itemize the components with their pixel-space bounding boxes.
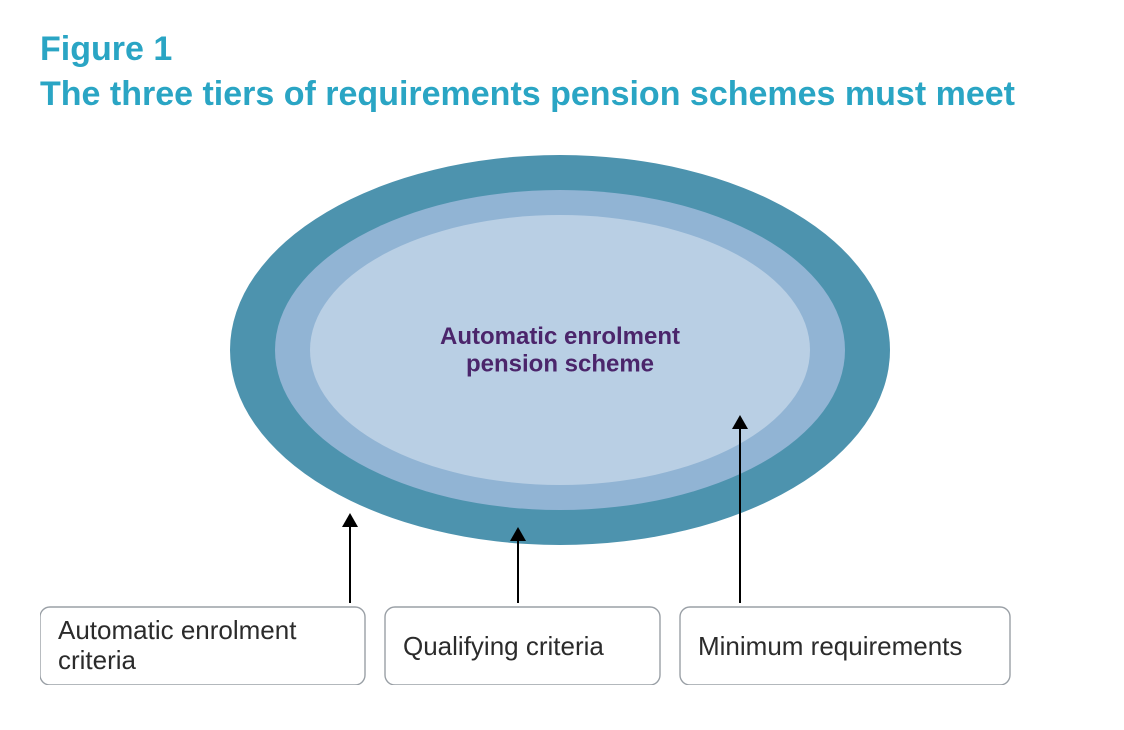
diagram-svg: Automatic enrolmentpension schemeAutomat… — [40, 125, 1084, 685]
figure-title: The three tiers of requirements pension … — [40, 73, 1040, 116]
center-label: Automatic enrolmentpension scheme — [440, 323, 680, 378]
figure-label: Figure 1 — [40, 28, 1084, 71]
arrow-head-automatic-enrolment-criteria — [342, 513, 358, 527]
callout-label-qualifying-criteria: Qualifying criteria — [403, 631, 604, 661]
tiers-diagram: Automatic enrolmentpension schemeAutomat… — [40, 125, 1084, 685]
figure-page: Figure 1 The three tiers of requirements… — [0, 0, 1124, 730]
callout-label-minimum-requirements: Minimum requirements — [698, 631, 962, 661]
